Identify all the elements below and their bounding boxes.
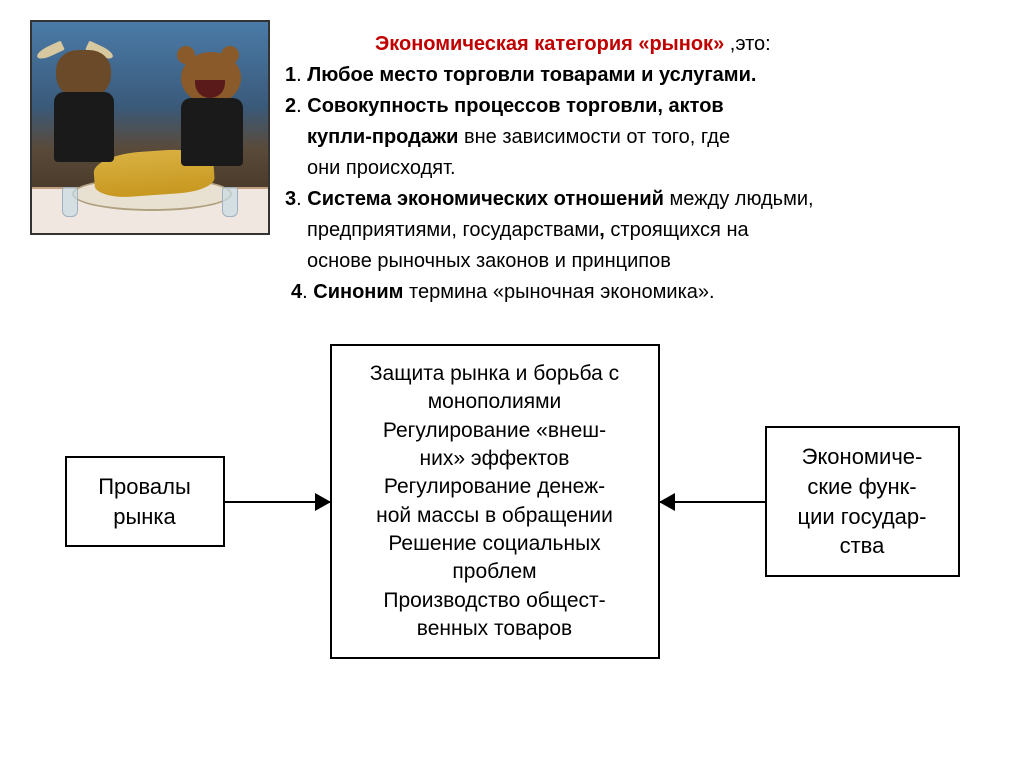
- bear-figure: [173, 44, 258, 144]
- def-1-bold: Любое место торговли товарами и услугами…: [307, 64, 756, 86]
- glass-left-shape: [62, 187, 78, 217]
- def-3-num: 3: [285, 188, 296, 210]
- bull-bear-illustration: [30, 20, 270, 235]
- def-3-bold: Система экономических отношений: [307, 188, 664, 210]
- def-2-num: 2: [285, 95, 296, 117]
- diagram-row: Провалырынка Защита рынка и борьба смоно…: [30, 344, 994, 659]
- def-3-cont: предприятиями, государствами: [307, 219, 599, 241]
- illustration-scene: [32, 22, 268, 233]
- title-red-text: Экономическая категория «рынок»: [375, 33, 724, 55]
- arrow-right-to-center: [660, 501, 765, 503]
- node-left: Провалырынка: [65, 456, 225, 547]
- def-3-cont-rest: строящихся на: [605, 219, 749, 241]
- def-3-cont1: предприятиями, государствами, строящихся…: [285, 216, 994, 245]
- def-4-rest: термина «рыночная экономика».: [403, 281, 714, 303]
- title-line: Экономическая категория «рынок» ,это:: [285, 30, 994, 59]
- def-2-bold: Совокупность процессов торговли, актов: [307, 95, 723, 117]
- def-4-num: 4: [291, 281, 302, 303]
- node-center: Защита рынка и борьба смонополиямиРегули…: [330, 344, 660, 659]
- definitions-text: Экономическая категория «рынок» ,это: 1.…: [285, 20, 994, 309]
- def-2-cont1: купли-продажи вне зависимости от того, г…: [285, 123, 994, 152]
- node-center-text: Защита рынка и борьба смонополиямиРегули…: [370, 362, 619, 640]
- glass-right-shape: [222, 187, 238, 217]
- top-section: Экономическая категория «рынок» ,это: 1.…: [30, 20, 994, 309]
- def-4-bold: Синоним: [313, 281, 403, 303]
- def-2-cont-rest: вне зависимости от того, где: [458, 126, 730, 148]
- def-2-cont2: они происходят.: [285, 154, 994, 183]
- node-right-text: Экономиче-ские функ-ции государ-ства: [798, 444, 927, 558]
- arrow-left-to-center: [225, 501, 330, 503]
- title-suffix: ,это:: [724, 33, 771, 55]
- bear-body: [181, 98, 243, 166]
- def-2-cont-bold: купли-продажи: [307, 126, 458, 148]
- def-2: 2. Совокупность процессов торговли, акто…: [285, 92, 994, 121]
- bull-figure: [44, 40, 124, 140]
- def-1: 1. Любое место торговли товарами и услуг…: [285, 61, 994, 90]
- node-left-text: Провалырынка: [98, 474, 191, 529]
- def-3-rest: между людьми,: [664, 188, 814, 210]
- def-3: 3. Система экономических отношений между…: [285, 185, 994, 214]
- node-right: Экономиче-ские функ-ции государ-ства: [765, 426, 960, 577]
- def-1-num: 1: [285, 64, 296, 86]
- bull-body: [54, 92, 114, 162]
- def-4: 4. Синоним термина «рыночная экономика».: [285, 278, 994, 307]
- def-3-cont2: основе рыночных законов и принципов: [285, 247, 994, 276]
